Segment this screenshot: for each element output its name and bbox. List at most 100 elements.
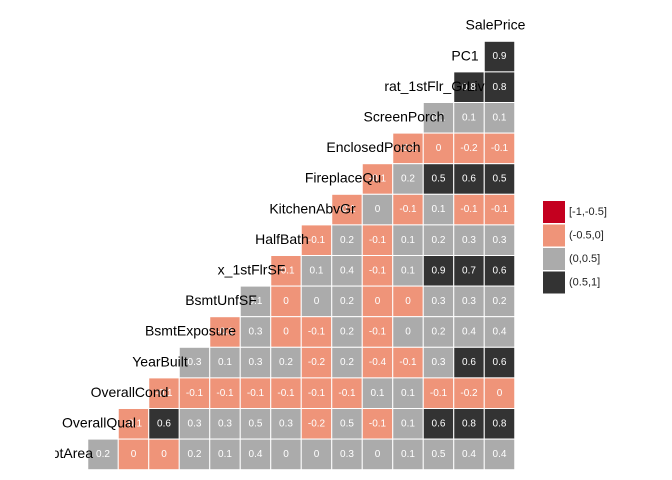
corr-cell	[453, 132, 485, 165]
cell-label: 0.6	[493, 357, 507, 368]
corr-cell	[392, 163, 424, 195]
variable-label: PC1	[451, 47, 478, 63]
corr-cell	[117, 438, 150, 471]
cell-label: 0	[375, 204, 381, 215]
corr-cell	[483, 346, 516, 379]
cell-label: -0.1	[369, 418, 387, 429]
cell-label: 0	[314, 296, 320, 307]
legend-label: (-0.5,0]	[569, 229, 604, 241]
cell-label: -0.1	[155, 388, 173, 399]
cell-label: 0	[314, 449, 320, 460]
cell-label: 0.7	[462, 265, 476, 276]
corr-cell	[331, 377, 363, 409]
cell-label: 0.3	[432, 357, 446, 368]
corr-cell	[422, 193, 455, 226]
cell-label: 0.2	[279, 357, 293, 368]
cell-label: 0.1	[401, 449, 415, 460]
cell-label: 0.3	[279, 418, 293, 429]
variable-label: HalfBath	[255, 231, 309, 247]
cell-label: 0.3	[218, 418, 232, 429]
cell-label: 0	[283, 449, 289, 460]
cell-label: -0.1	[277, 388, 295, 399]
corr-cell	[483, 102, 516, 134]
cell-label: -0.1	[399, 357, 417, 368]
corr-cell	[483, 438, 516, 471]
cell-label: 0.6	[493, 265, 507, 276]
cell-label: 0	[375, 449, 381, 460]
corr-cell	[178, 346, 211, 379]
cell-label: 0.2	[432, 327, 446, 338]
corr-cell	[239, 438, 272, 471]
cell-label: 0.2	[340, 235, 354, 246]
variable-label: KitchenAbvGr	[269, 200, 356, 216]
cell-label: 0.4	[249, 449, 263, 460]
cell-label: 0	[283, 296, 289, 307]
cell-label: -0.1	[491, 143, 509, 154]
cell-label: 0	[405, 327, 411, 338]
cell-label: 0.2	[401, 174, 415, 185]
corr-cell	[483, 132, 516, 165]
corr-cell	[483, 408, 516, 440]
variable-label: ScreenPorch	[364, 109, 445, 125]
cell-label: 0.1	[462, 112, 476, 123]
cell-label: 0.4	[493, 327, 507, 338]
corr-cell	[117, 408, 150, 440]
cell-label: 0.1	[371, 388, 385, 399]
cell-label: -0.4	[369, 357, 387, 368]
cell-label: 0.2	[340, 327, 354, 338]
cell-label: 0.4	[462, 449, 476, 460]
cell-label: -0.1	[277, 265, 295, 276]
corr-cell	[483, 71, 516, 104]
cell-label: 0	[375, 296, 381, 307]
cell-label: 0.1	[218, 357, 232, 368]
variable-label: FireplaceQu	[305, 170, 381, 186]
corr-cell	[422, 438, 455, 471]
cell-label: -0.1	[399, 143, 417, 154]
cell-label: -0.1	[308, 235, 326, 246]
cell-label: 0.5	[249, 418, 263, 429]
corr-cell	[483, 255, 516, 287]
cell-label: 0.6	[462, 357, 476, 368]
cell-label: 0.9	[432, 265, 446, 276]
cell-label: 0	[405, 296, 411, 307]
cell-label: 0	[131, 449, 137, 460]
cell-label: -0.1	[369, 174, 387, 185]
corr-cell	[300, 346, 333, 379]
cell-label: -0.1	[186, 388, 204, 399]
cell-label: 0.6	[432, 418, 446, 429]
corr-cell	[361, 438, 394, 471]
corr-cell	[178, 438, 211, 471]
corr-cell	[270, 285, 302, 318]
cell-label: 0.3	[340, 449, 354, 460]
variable-label: OverallQual	[62, 415, 136, 431]
corr-cell	[239, 408, 272, 440]
corr-cell	[178, 377, 211, 409]
cell-label: -0.1	[338, 204, 356, 215]
cell-label: 0.1	[401, 265, 415, 276]
cell-label: 0.1	[249, 296, 263, 307]
corr-cell	[483, 40, 516, 73]
corr-cell	[361, 163, 394, 195]
corr-cell	[422, 316, 455, 348]
cell-label: 0	[161, 449, 167, 460]
cell-label: 0.2	[432, 235, 446, 246]
corr-cell	[331, 255, 363, 287]
cell-label: 0.8	[462, 418, 476, 429]
cell-label: -0.2	[460, 143, 478, 154]
cell-label: 0	[283, 327, 289, 338]
cell-label: 0.4	[340, 265, 354, 276]
cell-label: 0.2	[340, 357, 354, 368]
cell-label: 0.3	[188, 357, 202, 368]
cell-label: 0.2	[340, 296, 354, 307]
cell-label: -0.1	[430, 388, 448, 399]
variable-label: EnclosedPorch	[326, 139, 420, 155]
cell-label: 0.5	[432, 449, 446, 460]
cell-label: 0.6	[462, 174, 476, 185]
legend-label: (0,0.5]	[569, 253, 600, 265]
cell-label: 0.4	[462, 327, 476, 338]
cell-label: -0.1	[460, 204, 478, 215]
corr-cell	[483, 163, 516, 195]
cell-label: -0.1	[308, 388, 326, 399]
cell-label: 0.2	[188, 449, 202, 460]
